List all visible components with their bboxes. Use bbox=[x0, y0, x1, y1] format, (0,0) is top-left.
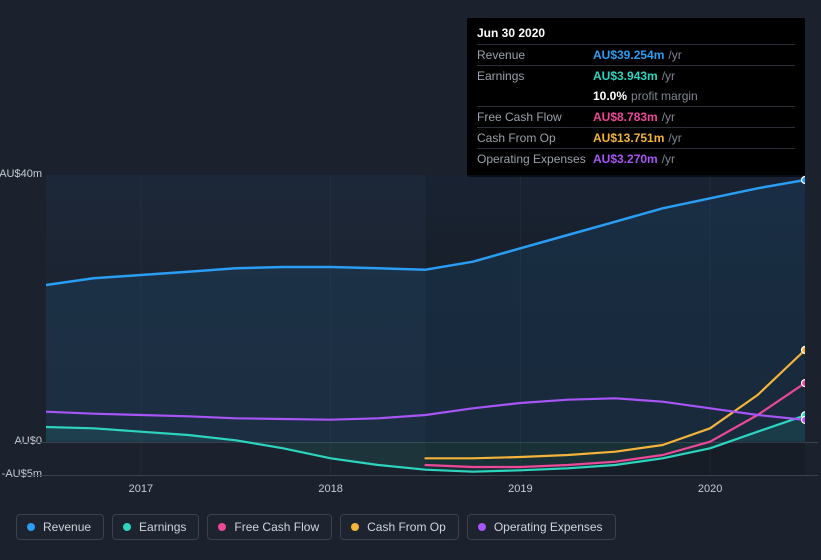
tooltip-row-unit: /yr bbox=[662, 69, 675, 83]
legend-item-revenue[interactable]: Revenue bbox=[16, 514, 104, 540]
y-axis-label: AU$0 bbox=[0, 435, 42, 447]
legend-dot-icon bbox=[478, 523, 486, 531]
tooltip-row-unit: profit margin bbox=[631, 89, 698, 103]
tooltip-row: 10.0% profit margin bbox=[477, 86, 795, 106]
x-axis-label: 2018 bbox=[318, 483, 342, 495]
series-endpoint-cash-from-op bbox=[802, 347, 806, 354]
legend-dot-icon bbox=[27, 523, 35, 531]
legend-dot-icon bbox=[351, 523, 359, 531]
tooltip-row-unit: /yr bbox=[662, 110, 675, 124]
tooltip-row-label: Revenue bbox=[477, 48, 593, 62]
legend-dot-icon bbox=[218, 523, 226, 531]
legend-dot-icon bbox=[123, 523, 131, 531]
tooltip-row-value: AU$3.943m bbox=[593, 69, 658, 83]
chart-plot-area bbox=[46, 175, 805, 475]
x-axis-label: 2020 bbox=[698, 483, 722, 495]
tooltip-row-unit: /yr bbox=[668, 48, 681, 62]
tooltip-date: Jun 30 2020 bbox=[477, 24, 795, 44]
tooltip-row: EarningsAU$3.943m/yr bbox=[477, 65, 795, 86]
tooltip-row-label: Free Cash Flow bbox=[477, 110, 593, 124]
x-axis-label: 2017 bbox=[129, 483, 153, 495]
tooltip-row-value: 10.0% bbox=[593, 89, 627, 103]
y-axis-label: -AU$5m bbox=[0, 468, 42, 480]
tooltip-row-value: AU$39.254m bbox=[593, 48, 664, 62]
tooltip-row-value: AU$13.751m bbox=[593, 131, 664, 145]
legend-item-operating-expenses[interactable]: Operating Expenses bbox=[467, 514, 616, 540]
y-axis-label: AU$40m bbox=[0, 168, 42, 180]
legend-label: Free Cash Flow bbox=[234, 520, 319, 534]
x-axis-label: 2019 bbox=[508, 483, 532, 495]
tooltip-row: Free Cash FlowAU$8.783m/yr bbox=[477, 106, 795, 127]
legend-label: Earnings bbox=[139, 520, 186, 534]
series-endpoint-revenue bbox=[802, 177, 806, 184]
legend-item-free-cash-flow[interactable]: Free Cash Flow bbox=[207, 514, 332, 540]
series-endpoint-operating-expenses bbox=[802, 416, 806, 423]
series-endpoint-free-cash-flow bbox=[802, 380, 806, 387]
tooltip-row: Cash From OpAU$13.751m/yr bbox=[477, 127, 795, 148]
financial-chart: AU$40m AU$0 -AU$5m 2017 2018 2019 2020 bbox=[0, 150, 821, 500]
tooltip-row-value: AU$8.783m bbox=[593, 110, 658, 124]
tooltip-row-unit: /yr bbox=[668, 131, 681, 145]
tooltip-row-label: Cash From Op bbox=[477, 131, 593, 145]
legend-item-cash-from-op[interactable]: Cash From Op bbox=[340, 514, 459, 540]
legend-label: Operating Expenses bbox=[494, 520, 603, 534]
legend-item-earnings[interactable]: Earnings bbox=[112, 514, 199, 540]
axis-gridline bbox=[18, 475, 818, 476]
legend-label: Revenue bbox=[43, 520, 91, 534]
chart-legend: Revenue Earnings Free Cash Flow Cash From O… bbox=[16, 514, 616, 540]
tooltip-row-label: Earnings bbox=[477, 69, 593, 83]
legend-label: Cash From Op bbox=[367, 520, 446, 534]
tooltip-row: RevenueAU$39.254m/yr bbox=[477, 44, 795, 65]
